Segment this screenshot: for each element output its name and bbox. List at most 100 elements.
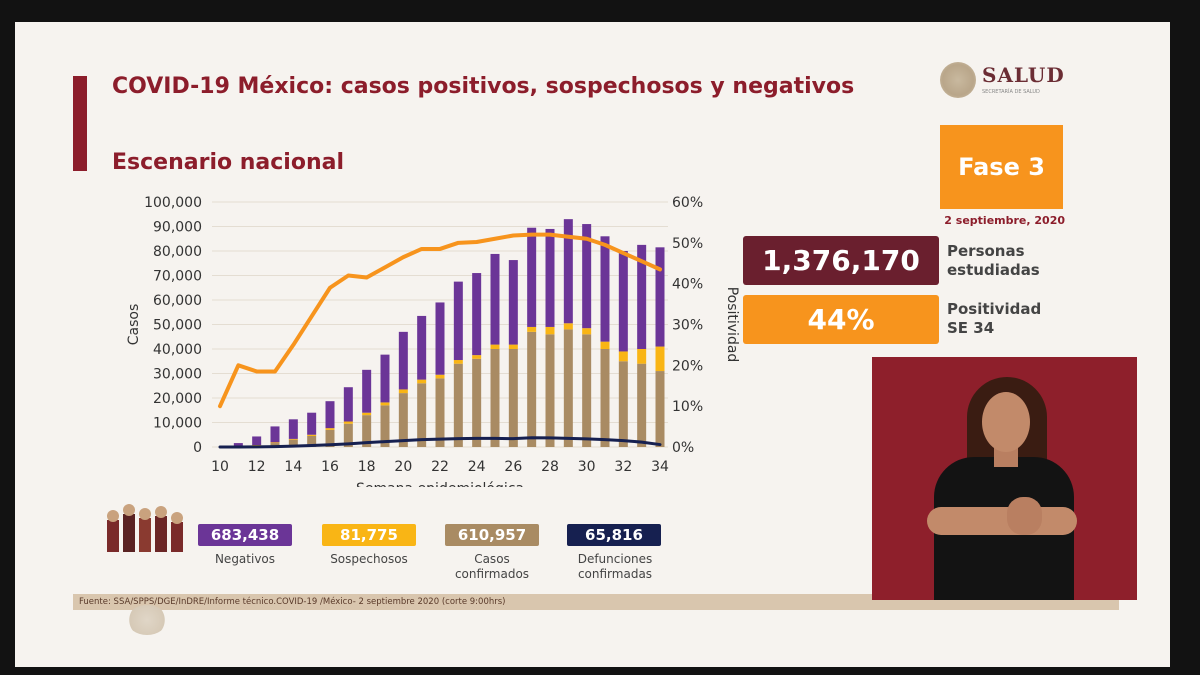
y2-tick-label: 30%: [672, 318, 703, 334]
bar-segment: [637, 244, 647, 349]
y-tick-label: 100,000: [144, 195, 202, 211]
x-tick-label: 20: [394, 459, 412, 475]
bar-segment: [417, 379, 427, 384]
x-tick-label: 30: [578, 459, 596, 475]
bar-segment: [600, 341, 610, 349]
bar-segment: [325, 401, 335, 429]
x-tick-label: 34: [651, 459, 669, 475]
legend-negativos-label: Negativos: [190, 552, 300, 567]
bar-segment: [490, 253, 500, 345]
y-tick-label: 30,000: [153, 367, 202, 383]
stat-personas-label-1: Personas: [947, 242, 1025, 260]
bar-segment: [618, 361, 628, 447]
bar-segment: [545, 326, 555, 335]
legend-defunciones-value: 65,816: [567, 524, 661, 546]
bar-segment: [655, 247, 665, 347]
stat-positividad-value: 44%: [743, 295, 939, 344]
legend-confirmados-label-2: confirmados: [454, 567, 530, 581]
bar-segment: [233, 443, 243, 447]
sign-language-video: [872, 357, 1137, 600]
bar-segment: [362, 415, 372, 447]
x-axis-label: Semana epidemiológica: [356, 481, 524, 487]
legend-confirmados-label-1: Casos: [474, 552, 510, 566]
stat-positividad-label-1: Positividad: [947, 300, 1042, 318]
bar-segment: [417, 315, 427, 380]
legend-defunciones-label: Defunciones confirmadas: [560, 552, 670, 582]
bar-segment: [563, 219, 573, 324]
bar-segment: [380, 402, 390, 406]
y-tick-label: 10,000: [153, 416, 202, 432]
bar-segment: [508, 349, 518, 447]
y-tick-label: 60,000: [153, 293, 202, 309]
bar-segment: [435, 378, 445, 447]
bar-segment: [252, 436, 262, 446]
stat-personas-label-2: estudiadas: [947, 261, 1040, 279]
bar-segment: [270, 443, 280, 447]
interpreter-hands: [1007, 497, 1042, 535]
logo-name: SALUD: [982, 63, 1065, 87]
x-tick-label: 28: [541, 459, 559, 475]
bar-segment: [270, 442, 280, 444]
legend-sospechosos-value: 81,775: [322, 524, 416, 546]
stat-positividad-label-2: SE 34: [947, 319, 995, 337]
bar-segment: [527, 326, 537, 332]
accent-bar: [73, 76, 87, 171]
bar-segment: [545, 228, 555, 327]
bar-segment: [362, 369, 372, 413]
y-tick-label: 40,000: [153, 342, 202, 358]
seal-icon: [940, 62, 976, 98]
y2-tick-label: 10%: [672, 399, 703, 415]
bar-segment: [637, 349, 647, 364]
source-note: Fuente: SSA/SPPS/DGE/InDRE/Informe técni…: [73, 594, 1119, 610]
bar-segment: [637, 363, 647, 447]
page-title: COVID-19 México: casos positivos, sospec…: [112, 74, 855, 99]
bar-segment: [307, 412, 317, 435]
bar-segment: [582, 224, 592, 329]
legend-confirmados-label: Casos confirmados: [437, 552, 547, 582]
y-axis-label: Casos: [126, 304, 142, 346]
bar-segment: [508, 344, 518, 349]
date-label: 2 septiembre, 2020: [944, 214, 1065, 227]
legend-sospechosos-label: Sospechosos: [314, 552, 424, 567]
bar-segment: [325, 428, 335, 430]
y2-tick-label: 0%: [672, 440, 694, 456]
bar-segment: [343, 421, 353, 424]
cases-chart: 0 10,000 20,000 30,000 40,000 50,000 60,000 70,…: [126, 195, 740, 487]
bar-segment: [380, 405, 390, 447]
bar-segment: [453, 363, 463, 447]
bar-segment: [270, 426, 280, 443]
logo-tagline: SECRETARÍA DE SALUD: [982, 89, 1040, 95]
y-tick-label: 90,000: [153, 220, 202, 236]
bar-segment: [288, 438, 298, 440]
bar-segment: [380, 354, 390, 403]
bar-segment: [288, 439, 298, 447]
slide: COVID-19 México: casos positivos, sospec…: [15, 22, 1170, 667]
bar-segment: [618, 351, 628, 362]
interpreter-arms: [927, 507, 1077, 535]
bar-segment: [398, 389, 408, 394]
bar-segment: [398, 331, 408, 390]
y2-tick-label: 40%: [672, 277, 703, 293]
x-tick-label: 14: [284, 459, 302, 475]
bar-segment: [472, 358, 482, 447]
legend-negativos-value: 683,438: [198, 524, 292, 546]
bar-segment: [655, 371, 665, 447]
bar-segment: [307, 435, 317, 447]
legend-defunciones-label-2: confirmadas: [577, 567, 653, 581]
legend-defunciones-label-1: Defunciones: [577, 552, 653, 566]
bar-segment: [600, 236, 610, 342]
bar-segment: [362, 412, 372, 416]
y-tick-label: 0: [193, 440, 202, 456]
positivity-line: [218, 232, 662, 409]
legend-negativos-label-1: Negativos: [214, 552, 276, 566]
x-tick-label: 32: [614, 459, 632, 475]
interpreter-face: [982, 392, 1030, 452]
bar-segment: [655, 346, 665, 372]
y2-tick-label: 60%: [672, 195, 703, 211]
legend-confirmados-value: 610,957: [445, 524, 539, 546]
bar-segment: [472, 273, 482, 356]
bar-segment: [527, 331, 537, 447]
salud-logo: SALUD SECRETARÍA DE SALUD: [940, 62, 1080, 102]
bar-segment: [563, 323, 573, 330]
x-tick-label: 24: [468, 459, 486, 475]
